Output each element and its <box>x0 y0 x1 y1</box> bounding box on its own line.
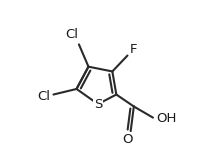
Text: F: F <box>129 43 137 56</box>
Text: O: O <box>122 133 133 146</box>
Text: S: S <box>94 98 102 111</box>
Text: Cl: Cl <box>37 90 50 103</box>
Text: Cl: Cl <box>65 28 78 41</box>
Text: OH: OH <box>156 112 176 125</box>
